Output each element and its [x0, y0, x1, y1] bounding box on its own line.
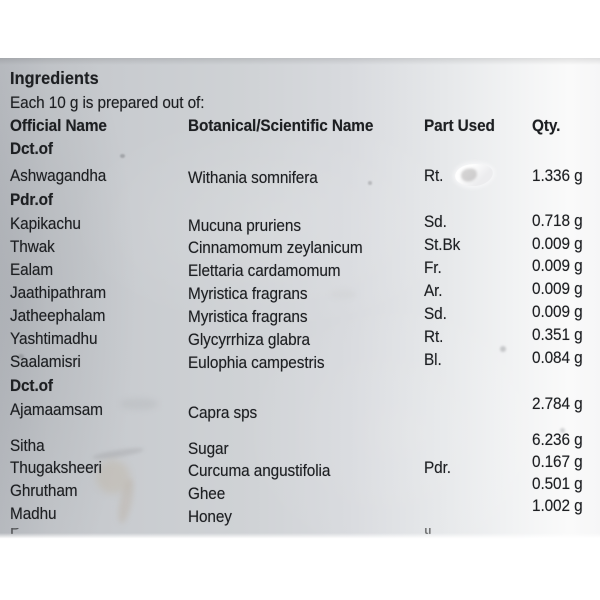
table-row-qty: 6.236 g: [532, 431, 583, 449]
table-row-part-used: Bl.: [424, 351, 442, 369]
preparation-basis-text: Each 10 g is prepared out of:: [10, 94, 205, 112]
clipped-row-text: P: [10, 528, 21, 538]
table-row-botanical-name: Cinnamomum zeylanicum: [188, 239, 363, 257]
table-row-qty: 1.336 g: [532, 167, 583, 185]
table-row-qty: 2.784 g: [532, 395, 583, 413]
table-row-part-used: Rt.: [424, 167, 444, 185]
ingredients-title: Ingredients: [10, 68, 99, 88]
table-row-official-name: Sitha: [10, 437, 45, 455]
table-row-botanical-name: Myristica fragrans: [188, 285, 308, 303]
table-row-qty: 0.009 g: [532, 303, 583, 321]
table-row-botanical-name: Sugar: [188, 440, 229, 458]
table-row-official-name: Thugaksheeri: [10, 459, 102, 477]
table-row-botanical-name: Ghee: [188, 485, 226, 503]
table-row-botanical-name: Capra sps: [188, 404, 258, 422]
table-row-botanical-name: Withania somnifera: [188, 169, 318, 187]
table-row-qty: 0.501 g: [532, 475, 583, 493]
table-row-official-name: Jaathipathram: [10, 284, 107, 302]
column-header-qty: Qty.: [532, 117, 561, 135]
table-row-qty: 0.084 g: [532, 349, 583, 367]
table-row-qty: 0.718 g: [532, 212, 583, 230]
table-row-qty: 0.167 g: [532, 453, 583, 471]
table-row-botanical-name: Honey: [188, 508, 232, 526]
table-row-part-used: Ar.: [424, 282, 443, 300]
table-row-botanical-name: Elettaria cardamomum: [188, 262, 341, 280]
table-row-botanical-name: Myristica fragrans: [188, 308, 308, 326]
table-row-qty: 0.351 g: [532, 326, 583, 344]
column-header-botanical-name: Botanical/Scientific Name: [188, 117, 374, 135]
table-row-botanical-name: Mucuna pruriens: [188, 217, 301, 235]
table-row-part-used: Pdr.: [424, 459, 451, 477]
ingredients-label-panel: Ingredients Each 10 g is prepared out of…: [0, 58, 600, 539]
table-row-official-name: Jatheephalam: [10, 307, 106, 325]
table-row-botanical-name: Curcuma angustifolia: [188, 462, 331, 480]
column-header-official-name: Official Name: [10, 117, 107, 135]
group-heading-pdr-of: Pdr.of: [10, 191, 53, 209]
table-row-official-name: Ashwagandha: [10, 167, 107, 185]
table-row-official-name: Madhu: [10, 505, 57, 523]
table-row-official-name: Ajamaamsam: [10, 401, 103, 419]
column-header-part-used: Part Used: [424, 117, 495, 135]
label-text-layer: Ingredients Each 10 g is prepared out of…: [0, 58, 600, 539]
table-row-qty: 0.009 g: [532, 280, 583, 298]
clipped-row-text: ti: [424, 528, 432, 538]
table-row-botanical-name: Eulophia campestris: [188, 354, 325, 372]
table-row-official-name: Saalamisri: [10, 353, 81, 371]
clipped-row-text: [188, 528, 192, 538]
clipped-bottom-row: P ti: [0, 528, 600, 539]
table-row-part-used: Sd.: [424, 305, 447, 323]
table-row-qty: 0.009 g: [532, 257, 583, 275]
table-row-official-name: Thwak: [10, 238, 55, 256]
table-row-official-name: Kapikachu: [10, 215, 81, 233]
table-row-part-used: Fr.: [424, 259, 442, 277]
table-row-official-name: Yashtimadhu: [10, 330, 98, 348]
table-row-botanical-name: Glycyrrhiza glabra: [188, 331, 310, 349]
table-row-qty: 1.002 g: [532, 497, 583, 515]
table-row-qty: 0.009 g: [532, 235, 583, 253]
table-row-part-used: Rt.: [424, 328, 444, 346]
group-heading-dct-of: Dct.of: [10, 377, 53, 395]
table-row-official-name: Ghrutham: [10, 482, 78, 500]
table-row-part-used: St.Bk: [424, 236, 461, 254]
table-row-part-used: Sd.: [424, 213, 447, 231]
group-heading-dct-of: Dct.of: [10, 140, 53, 158]
table-row-official-name: Ealam: [10, 261, 54, 279]
